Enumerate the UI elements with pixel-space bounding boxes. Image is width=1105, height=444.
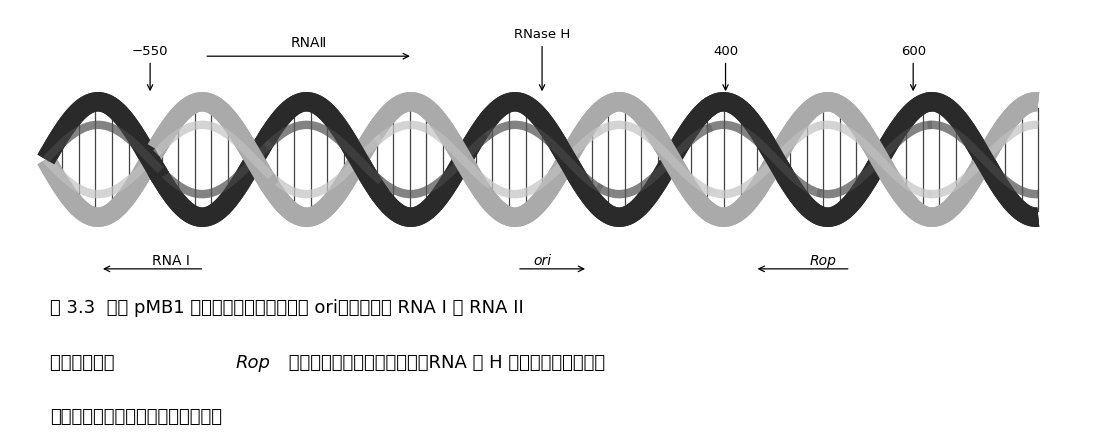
Text: Rop: Rop (235, 353, 271, 372)
Text: −550: −550 (131, 45, 168, 90)
Text: 以及调控基因: 以及调控基因 (50, 353, 120, 372)
Text: ori: ori (533, 254, 551, 268)
Text: 400: 400 (713, 45, 738, 90)
Text: 了。数字表示距复制起点的大致位置: 了。数字表示距复制起点的大致位置 (50, 408, 222, 426)
Text: 600: 600 (901, 45, 926, 90)
Text: Rop: Rop (810, 254, 836, 268)
Text: 的位置和方向都用箭头标出。RNA 酶 H 的位置也用箭头标记: 的位置和方向都用箭头标出。RNA 酶 H 的位置也用箭头标记 (283, 353, 606, 372)
Text: RNase H: RNase H (514, 28, 570, 90)
Text: 图 3.3  质粒 pMB1 复制子的结构。复制起点 ori、复制引物 RNA I 和 RNA II: 图 3.3 质粒 pMB1 复制子的结构。复制起点 ori、复制引物 RNA I… (50, 299, 524, 317)
Text: RNA I: RNA I (152, 254, 190, 268)
Text: RNAⅡ: RNAⅡ (291, 36, 327, 50)
